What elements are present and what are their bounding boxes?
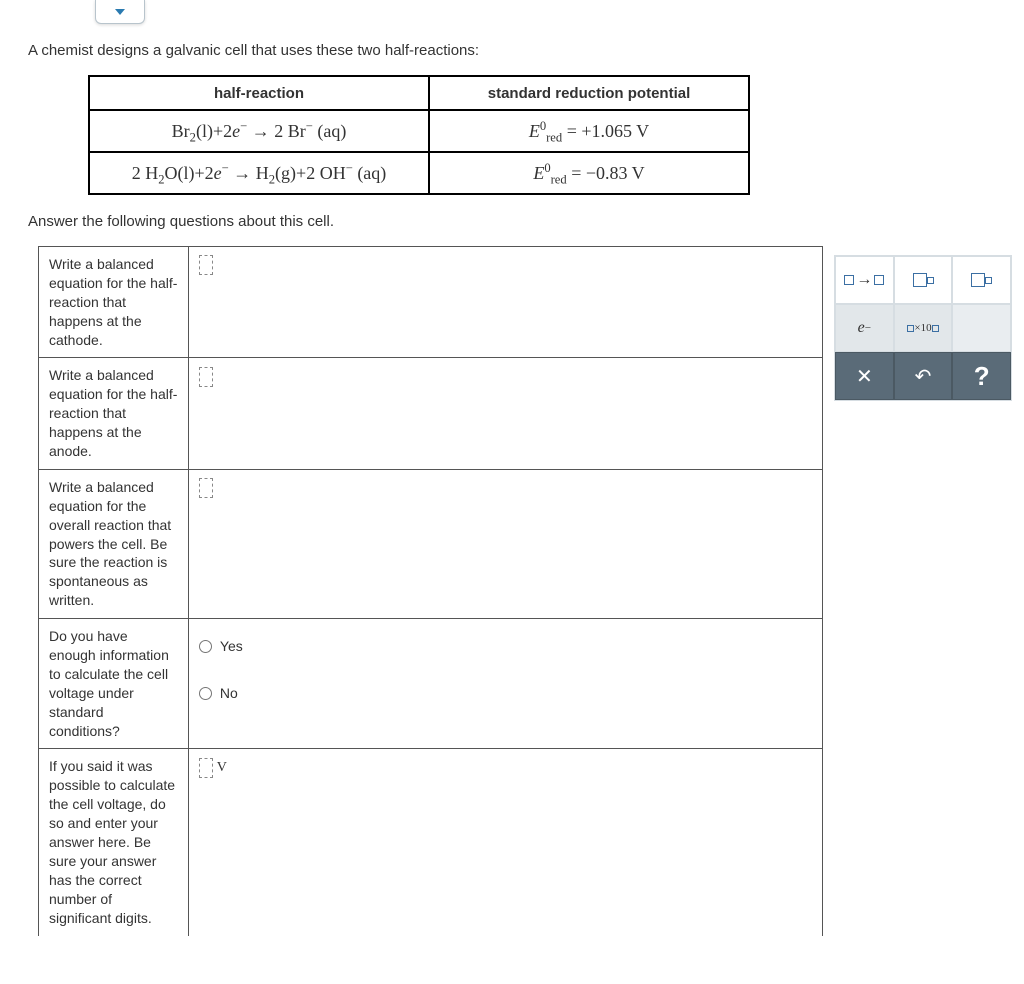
input-overall[interactable] [188,469,822,618]
header-potential: standard reduction potential [429,76,749,110]
answer-slot[interactable] [199,255,213,275]
unit-volts: V [217,760,227,775]
dropdown-tab[interactable] [95,0,145,24]
input-enough-info: Yes No [188,619,822,749]
answer-slot[interactable] [199,758,213,778]
header-half-reaction: half-reaction [89,76,429,110]
palette-blank [952,304,1011,352]
q-anode: Write a balanced equation for the half-r… [39,358,189,469]
reaction-2: 2 H2O(l)+2e− → H2(g)+2 OH− (aq) [89,152,429,194]
palette-superscript[interactable] [952,256,1011,304]
radio-no[interactable] [199,687,212,700]
undo-icon: ↶ [915,364,932,389]
label-no: No [220,684,238,703]
palette-help[interactable]: ? [952,352,1011,400]
help-icon: ? [974,361,990,392]
palette-clear[interactable]: ✕ [835,352,894,400]
input-voltage[interactable]: V [188,749,822,936]
q-voltage: If you said it was possible to calculate… [39,749,189,936]
half-reaction-table: half-reaction standard reduction potenti… [88,75,750,195]
intro-text: A chemist designs a galvanic cell that u… [28,40,996,61]
reaction-1: Br2(l)+2e− → 2 Br− (aq) [89,110,429,152]
input-cathode[interactable] [188,247,822,358]
potential-2: E0red = −0.83 V [429,152,749,194]
symbol-palette: → e− ×10 ✕ ↶ ? [834,255,1012,401]
potential-1: E0red = +1.065 V [429,110,749,152]
radio-yes[interactable] [199,640,212,653]
answer-slot[interactable] [199,478,213,498]
label-yes: Yes [220,637,243,656]
palette-sci-notation[interactable]: ×10 [894,304,953,352]
q-overall: Write a balanced equation for the overal… [39,469,189,618]
chevron-down-icon [114,8,126,16]
input-anode[interactable] [188,358,822,469]
palette-undo[interactable]: ↶ [894,352,953,400]
q-enough-info: Do you have enough information to calcul… [39,619,189,749]
palette-subscript[interactable] [894,256,953,304]
close-icon: ✕ [856,364,873,389]
q-cathode: Write a balanced equation for the half-r… [39,247,189,358]
answer-table: Write a balanced equation for the half-r… [38,246,823,936]
palette-electron[interactable]: e− [835,304,894,352]
palette-yields[interactable]: → [835,256,894,304]
instructions: Answer the following questions about thi… [28,213,996,230]
answer-slot[interactable] [199,367,213,387]
